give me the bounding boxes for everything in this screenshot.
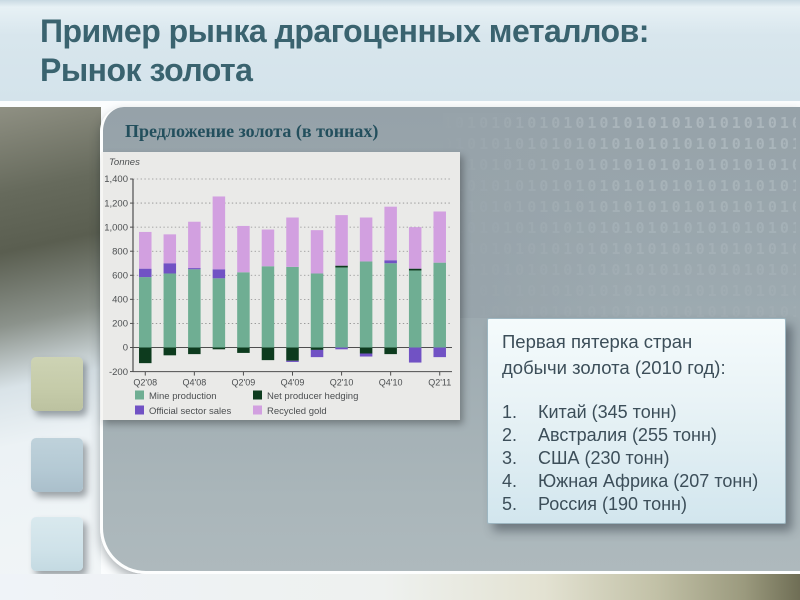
accent-square-1 <box>31 357 83 411</box>
country-rank: 4. <box>502 471 518 491</box>
country-list-item: 1. Китай (345 тонн) <box>502 401 771 424</box>
country-list-item: 5. Россия (190 тонн) <box>502 493 771 516</box>
slide-title-line2: Рынок золота <box>40 52 253 88</box>
top5-title-line1: Первая пятерка стран <box>502 331 693 352</box>
country-list-item: 2. Австралия (255 тонн) <box>502 424 771 447</box>
top5-countries-box: Первая пятерка стран добычи золота (2010… <box>487 318 786 524</box>
top5-title: Первая пятерка стран добычи золота (2010… <box>502 329 771 381</box>
top5-title-line2: добычи золота (2010 год): <box>502 357 726 378</box>
country-rank: 1. <box>502 402 518 422</box>
country-label: Австралия (255 тонн) <box>538 425 717 445</box>
svg-text:800: 800 <box>112 246 128 257</box>
svg-text:Q4'10: Q4'10 <box>379 378 403 388</box>
svg-text:Q4'09: Q4'09 <box>281 378 305 388</box>
country-rank: 5. <box>502 494 518 514</box>
svg-text:1,000: 1,000 <box>104 222 128 233</box>
country-list-item: 4. Южная Африка (207 тонн) <box>502 470 771 493</box>
svg-text:400: 400 <box>112 295 128 306</box>
slide-title-band: Пример рынка драгоценных металлов: Рынок… <box>0 0 800 101</box>
slide-title: Пример рынка драгоценных металлов: Рынок… <box>40 12 780 90</box>
chart-heading: Предложение золота (в тоннах) <box>125 121 379 141</box>
country-label: Южная Африка (207 тонн) <box>538 471 759 491</box>
svg-text:1,400: 1,400 <box>104 174 128 185</box>
accent-square-2 <box>31 438 83 492</box>
svg-text:Net producer hedging: Net producer hedging <box>267 391 358 402</box>
svg-text:0: 0 <box>123 343 128 354</box>
country-list-item: 3. США (230 тонн) <box>502 447 771 470</box>
svg-text:Mine production: Mine production <box>149 391 217 402</box>
country-label: Россия (190 тонн) <box>538 494 687 514</box>
country-list: 1. Китай (345 тонн) 2. Австралия (255 тонн)… <box>502 401 771 516</box>
chart-panel: -200 0 200 400 600 800 1,000 1,200 1,400 Tonnes Q2… <box>101 152 460 420</box>
svg-text:-200: -200 <box>109 367 128 378</box>
country-rank: 2. <box>502 425 518 445</box>
svg-text:600: 600 <box>112 270 128 281</box>
country-label: США (230 тонн) <box>538 448 670 468</box>
svg-text:1,200: 1,200 <box>104 198 128 209</box>
gold-supply-chart: -200 0 200 400 600 800 1,000 1,200 1,400 Tonnes Q2… <box>104 157 452 417</box>
country-rank: 3. <box>502 448 518 468</box>
svg-text:200: 200 <box>112 319 128 330</box>
accent-square-3 <box>31 517 83 571</box>
slide-title-line1: Пример рынка драгоценных металлов: <box>40 13 649 49</box>
svg-text:Tonnes: Tonnes <box>109 157 140 168</box>
svg-text:Recycled gold: Recycled gold <box>267 406 327 417</box>
country-label: Китай (345 тонн) <box>538 402 677 422</box>
svg-text:Q2'09: Q2'09 <box>232 378 256 388</box>
bottom-accent-strip <box>0 574 800 600</box>
binary-fade-overlay <box>443 113 796 318</box>
svg-text:Q2'08: Q2'08 <box>133 378 157 388</box>
svg-text:Q2'10: Q2'10 <box>330 378 354 388</box>
svg-text:Official sector sales: Official sector sales <box>149 406 231 417</box>
svg-text:Q2'11: Q2'11 <box>428 378 451 388</box>
svg-text:Q4'08: Q4'08 <box>182 378 206 388</box>
left-photo-strip <box>0 107 101 574</box>
